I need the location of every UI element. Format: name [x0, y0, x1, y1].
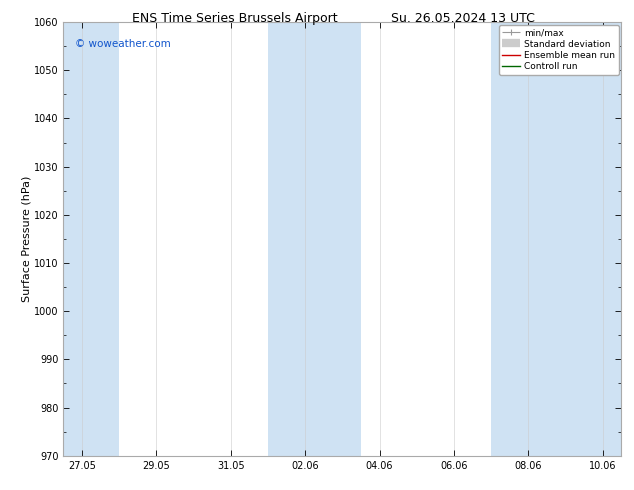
Bar [491, 22, 621, 456]
Y-axis label: Surface Pressure (hPa): Surface Pressure (hPa) [21, 176, 31, 302]
Bar [268, 22, 361, 456]
Bar [63, 22, 119, 456]
Text: Su. 26.05.2024 13 UTC: Su. 26.05.2024 13 UTC [391, 12, 534, 25]
Legend: min/max, Standard deviation, Ensemble mean run, Controll run: min/max, Standard deviation, Ensemble me… [499, 25, 619, 75]
Text: ENS Time Series Brussels Airport: ENS Time Series Brussels Airport [132, 12, 337, 25]
Text: © woweather.com: © woweather.com [75, 39, 171, 49]
